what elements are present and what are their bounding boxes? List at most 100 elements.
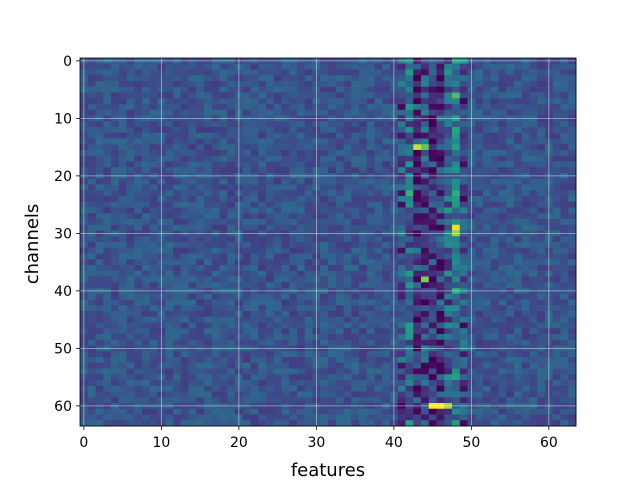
heatmap-cell xyxy=(374,293,383,300)
heatmap-cell xyxy=(87,322,96,329)
heatmap-cell xyxy=(366,328,375,335)
heatmap-cell xyxy=(560,98,569,105)
heatmap-cell xyxy=(180,121,189,128)
heatmap-cell xyxy=(514,351,523,358)
heatmap-cell xyxy=(428,293,437,300)
heatmap-cell xyxy=(343,420,352,427)
heatmap-cell xyxy=(180,420,189,427)
heatmap-cell xyxy=(320,322,329,329)
heatmap-cell xyxy=(413,334,422,341)
heatmap-cell xyxy=(204,339,213,346)
heatmap-cell xyxy=(560,265,569,272)
heatmap-cell xyxy=(514,374,523,381)
heatmap-cell xyxy=(95,92,104,99)
heatmap-cell xyxy=(498,282,507,289)
heatmap-cell xyxy=(111,219,120,226)
heatmap-cell xyxy=(320,201,329,208)
heatmap-cell xyxy=(459,81,468,88)
heatmap-cell xyxy=(273,98,282,105)
heatmap-cell xyxy=(413,357,422,364)
heatmap-cell xyxy=(374,253,383,260)
heatmap-cell xyxy=(452,328,461,335)
heatmap-cell xyxy=(529,161,538,168)
y-tick-label: 40 xyxy=(54,284,72,300)
heatmap-cell xyxy=(359,397,368,404)
heatmap-cell xyxy=(196,69,205,76)
heatmap-cell xyxy=(258,109,267,116)
heatmap-cell xyxy=(335,86,344,93)
heatmap-cell xyxy=(173,109,182,116)
heatmap-cell xyxy=(421,316,430,323)
heatmap-cell xyxy=(506,92,515,99)
heatmap-cell xyxy=(266,178,275,185)
heatmap-cell xyxy=(250,81,259,88)
heatmap-cell xyxy=(428,184,437,191)
heatmap-cell xyxy=(568,282,577,289)
heatmap-cell xyxy=(111,150,120,157)
heatmap-cell xyxy=(173,213,182,220)
heatmap-cell xyxy=(475,190,484,197)
heatmap-cell xyxy=(273,178,282,185)
heatmap-cell xyxy=(87,247,96,254)
heatmap-cell xyxy=(273,414,282,421)
heatmap-cell xyxy=(335,138,344,145)
heatmap-cell xyxy=(521,75,530,82)
heatmap-cell xyxy=(343,305,352,312)
heatmap-cell xyxy=(266,276,275,283)
heatmap-cell xyxy=(552,385,561,392)
heatmap-cell xyxy=(382,213,391,220)
heatmap-cell xyxy=(149,69,158,76)
heatmap-cell xyxy=(428,322,437,329)
heatmap-cell xyxy=(242,374,251,381)
heatmap-cell xyxy=(211,63,220,70)
heatmap-cell xyxy=(87,155,96,162)
heatmap-cell xyxy=(188,322,197,329)
heatmap-cell xyxy=(514,242,523,249)
heatmap-cell xyxy=(258,161,267,168)
heatmap-cell xyxy=(273,247,282,254)
heatmap-cell xyxy=(405,247,414,254)
heatmap-cell xyxy=(273,236,282,243)
heatmap-cell xyxy=(343,144,352,151)
heatmap-cell xyxy=(219,322,228,329)
heatmap-cell xyxy=(118,92,127,99)
heatmap-cell xyxy=(560,385,569,392)
heatmap-cell xyxy=(560,299,569,306)
heatmap-cell xyxy=(111,104,120,111)
heatmap-cell xyxy=(211,316,220,323)
heatmap-cell xyxy=(514,201,523,208)
heatmap-cell xyxy=(180,374,189,381)
heatmap-cell xyxy=(359,362,368,369)
heatmap-cell xyxy=(397,109,406,116)
heatmap-cell xyxy=(180,201,189,208)
heatmap-cell xyxy=(428,92,437,99)
heatmap-cell xyxy=(359,236,368,243)
heatmap-cell xyxy=(242,357,251,364)
heatmap-cell xyxy=(475,63,484,70)
heatmap-cell xyxy=(250,86,259,93)
heatmap-cell xyxy=(490,190,499,197)
heatmap-cell xyxy=(219,190,228,197)
heatmap-cell xyxy=(498,253,507,260)
heatmap-cell xyxy=(397,155,406,162)
heatmap-cell xyxy=(459,69,468,76)
heatmap-cell xyxy=(149,236,158,243)
heatmap-cell xyxy=(351,144,360,151)
heatmap-cell xyxy=(173,247,182,254)
heatmap-cell xyxy=(421,408,430,415)
heatmap-cell xyxy=(126,219,135,226)
heatmap-cell xyxy=(397,104,406,111)
heatmap-cell xyxy=(359,138,368,145)
heatmap-cell xyxy=(111,144,120,151)
heatmap-cell xyxy=(382,408,391,415)
heatmap-cell xyxy=(351,63,360,70)
heatmap-cell xyxy=(103,282,112,289)
heatmap-cell xyxy=(320,86,329,93)
heatmap-cell xyxy=(289,316,298,323)
heatmap-cell xyxy=(506,242,515,249)
heatmap-cell xyxy=(211,276,220,283)
heatmap-cell xyxy=(397,127,406,134)
heatmap-cell xyxy=(103,98,112,105)
heatmap-cell xyxy=(490,299,499,306)
heatmap-cell xyxy=(87,368,96,375)
